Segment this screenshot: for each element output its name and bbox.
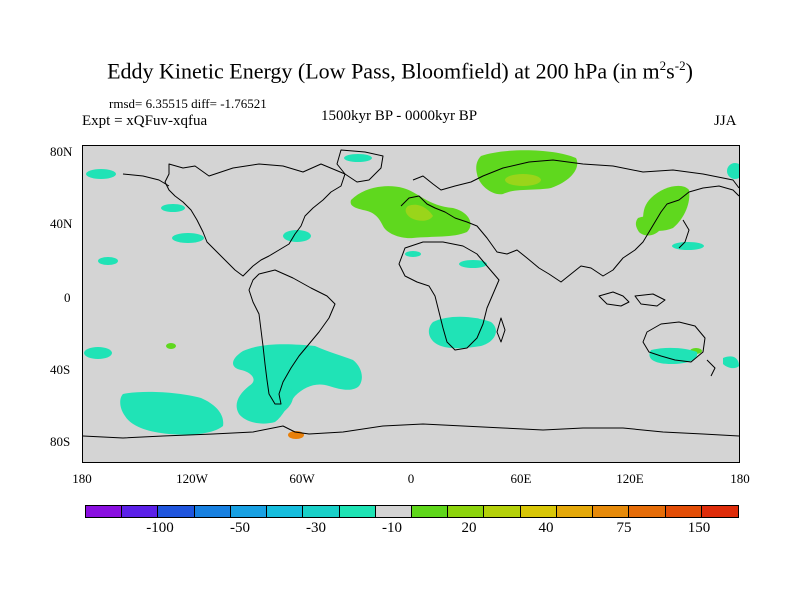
x-tick-120w: 120W	[176, 471, 208, 486]
alaska-coast	[122, 173, 170, 187]
period-label: 1500kyr BP - 0000kyr BP	[321, 108, 478, 124]
map-svg	[83, 146, 739, 462]
new-zealand-coast	[706, 359, 716, 377]
north-atlantic-teal	[283, 230, 311, 242]
siberia-green	[476, 150, 578, 195]
med-teal	[405, 251, 421, 257]
y-tick-80n: 80N	[50, 144, 73, 159]
x-tick-180e: 180	[730, 471, 750, 486]
colorbar-box	[267, 506, 304, 517]
australia-coast	[642, 321, 706, 363]
colorbar-box	[158, 506, 195, 517]
colorbar-label-20: 20	[461, 520, 477, 536]
korea-green	[635, 216, 661, 236]
colorbar-box	[665, 506, 702, 517]
east-australia-teal	[723, 356, 739, 369]
greenland-coast	[336, 149, 384, 183]
x-tick-60e: 60E	[510, 471, 532, 486]
colorbar-label-neg50: -50	[230, 520, 250, 536]
new-guinea-coast	[634, 293, 666, 307]
x-tick-180w: 180	[72, 471, 92, 486]
x-tick-0: 0	[407, 471, 415, 486]
east-arctic-teal	[727, 163, 739, 179]
colorbar-label-40: 40	[538, 520, 554, 536]
colorbar-box	[230, 506, 268, 517]
colorbar-box	[412, 506, 449, 517]
negative-anomalies	[84, 154, 739, 439]
colorbar-box	[593, 506, 630, 517]
experiment-label: Expt = xQFuv-xqfua	[82, 113, 208, 129]
colorbar-box	[86, 506, 123, 517]
south-africa-teal	[428, 316, 496, 349]
siberia-core	[505, 174, 541, 186]
colorbar-box	[556, 506, 594, 517]
south-america-coast	[248, 269, 336, 405]
pacific-green-spot	[166, 343, 176, 349]
colorbar-label-neg10: -10	[382, 520, 402, 536]
y-tick-40s: 40S	[50, 362, 71, 377]
eurasia-north-coast	[412, 159, 739, 191]
colorbar-box	[122, 506, 159, 517]
colorbar-label-150: 150	[687, 520, 711, 536]
australia-teal	[649, 347, 698, 364]
coastlines	[83, 149, 739, 439]
y-tick-80s: 80S	[50, 434, 71, 449]
indonesia-coast	[598, 291, 630, 307]
stats-label: rmsd= 6.35515 diff= -1.76521	[109, 96, 267, 111]
x-tick-60w: 60W	[289, 471, 315, 486]
map-title: Eddy Kinetic Energy (Low Pass, Bloomfiel…	[107, 58, 693, 84]
colorbar-box	[339, 506, 376, 517]
antarctica-coast	[83, 423, 739, 439]
madagascar-coast	[496, 317, 506, 343]
colorbar-box	[194, 506, 231, 517]
north-america-coast	[164, 163, 346, 277]
tropical-pacific-teal	[84, 347, 112, 359]
pacific-teal-spot	[98, 257, 118, 265]
greenland-teal	[344, 154, 372, 162]
eurasia-south-coast	[400, 185, 739, 283]
colorbar-box	[375, 506, 412, 517]
colorbar-box	[629, 506, 666, 517]
north-pacific-teal	[172, 233, 204, 243]
colorbar	[85, 505, 739, 518]
south-pacific-teal	[120, 391, 224, 435]
nw-pacific-teal	[672, 242, 704, 250]
colorbar-box	[520, 506, 557, 517]
colorbar-label-neg30: -30	[306, 520, 326, 536]
colorbar-box	[448, 506, 485, 517]
africa-coast	[398, 241, 500, 351]
colorbar-label-75: 75	[616, 520, 632, 536]
europe-core	[405, 204, 433, 221]
y-tick-40n: 40N	[50, 216, 73, 231]
colorbar-box	[701, 506, 738, 517]
positive-anomalies	[166, 150, 702, 439]
colorbar-label-neg100: -100	[146, 520, 174, 536]
y-tick-0: 0	[64, 290, 71, 305]
colorbar-box	[484, 506, 521, 517]
season-label: JJA	[714, 113, 737, 129]
map-panel	[82, 145, 740, 463]
alaska-teal	[161, 204, 185, 212]
arabian-teal	[459, 260, 487, 268]
x-tick-120e: 120E	[616, 471, 644, 486]
arctic-teal	[86, 169, 116, 179]
japan-coast	[678, 219, 690, 249]
colorbar-box	[303, 506, 340, 517]
